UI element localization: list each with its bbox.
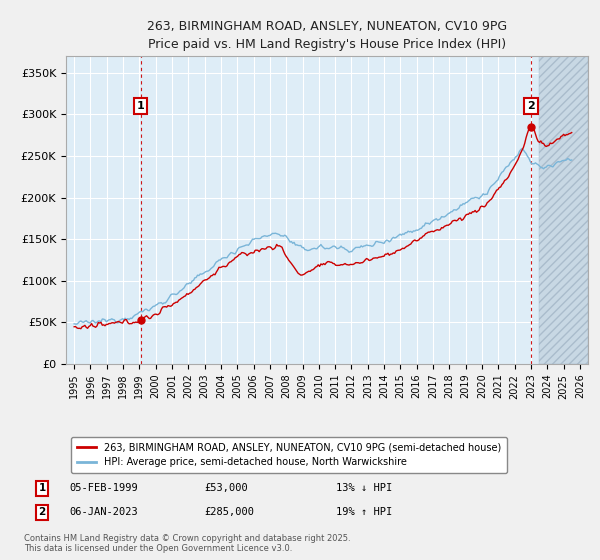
Text: 05-FEB-1999: 05-FEB-1999 <box>69 483 138 493</box>
Legend: 263, BIRMINGHAM ROAD, ANSLEY, NUNEATON, CV10 9PG (semi-detached house), HPI: Ave: 263, BIRMINGHAM ROAD, ANSLEY, NUNEATON, … <box>71 437 507 473</box>
Title: 263, BIRMINGHAM ROAD, ANSLEY, NUNEATON, CV10 9PG
Price paid vs. HM Land Registry: 263, BIRMINGHAM ROAD, ANSLEY, NUNEATON, … <box>147 20 507 50</box>
Text: 1: 1 <box>137 101 145 111</box>
Text: 2: 2 <box>38 507 46 517</box>
Text: 19% ↑ HPI: 19% ↑ HPI <box>336 507 392 517</box>
Bar <box>539 56 588 364</box>
Text: £285,000: £285,000 <box>204 507 254 517</box>
Text: £53,000: £53,000 <box>204 483 248 493</box>
Text: Contains HM Land Registry data © Crown copyright and database right 2025.
This d: Contains HM Land Registry data © Crown c… <box>24 534 350 553</box>
Text: 1: 1 <box>38 483 46 493</box>
Text: 13% ↓ HPI: 13% ↓ HPI <box>336 483 392 493</box>
Text: 06-JAN-2023: 06-JAN-2023 <box>69 507 138 517</box>
Text: 2: 2 <box>527 101 535 111</box>
